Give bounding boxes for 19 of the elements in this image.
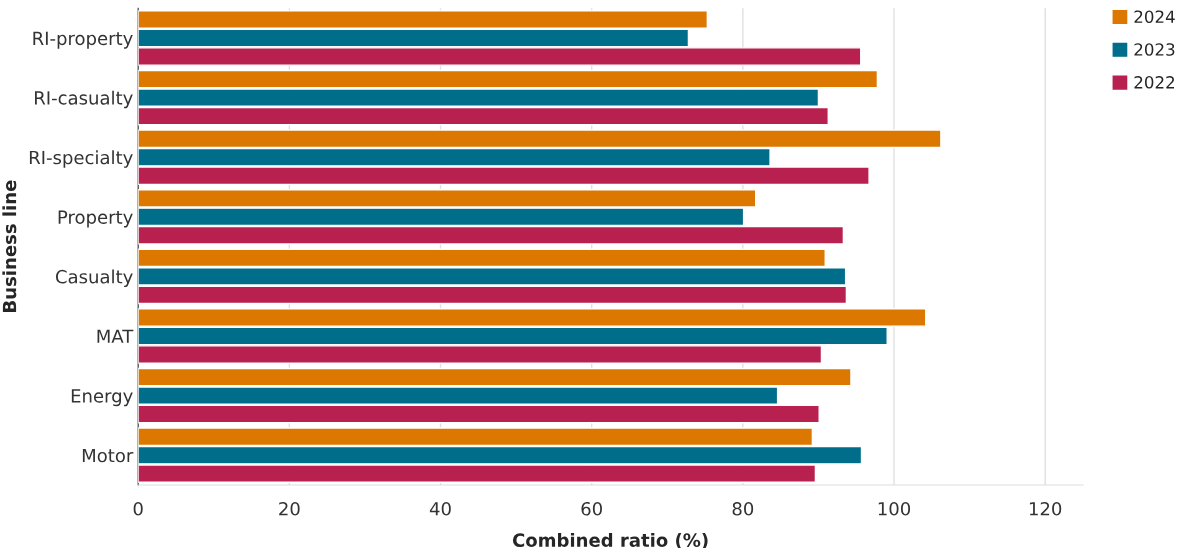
y-tick-label: MAT [97, 329, 134, 343]
x-tick-label: 100 [878, 501, 911, 516]
legend-label: 2023 [1134, 43, 1175, 56]
x-tick-label: 40 [429, 501, 451, 516]
y-tick-label: RI-property [33, 31, 133, 49]
y-tick-label: Casualty [55, 269, 133, 288]
y-tick-label: RI-specialty [29, 150, 133, 168]
y-tick-label: Energy [71, 389, 133, 407]
x-tick-label: 20 [279, 501, 300, 516]
x-tick-label: 0 [133, 501, 143, 516]
y-tick-label: Property [58, 210, 133, 228]
legend-label: 2024 [1134, 10, 1175, 24]
legend-label: 2022 [1134, 76, 1175, 89]
y-axis-title: Business line [2, 180, 17, 312]
x-tick-label: 120 [1029, 501, 1062, 516]
y-tick-label: Motor [82, 448, 134, 463]
x-tick-label: 60 [581, 501, 602, 516]
y-tick-label: RI-casualty [35, 90, 133, 109]
x-tick-label: 80 [732, 501, 754, 516]
